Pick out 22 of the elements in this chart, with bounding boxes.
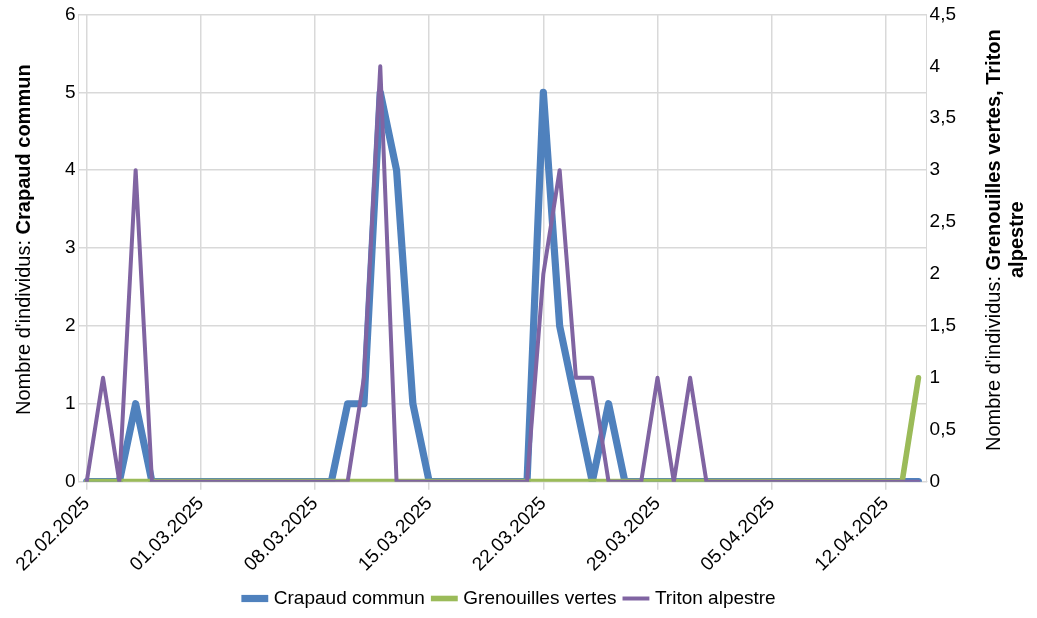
y-tick-label: 5 bbox=[64, 80, 76, 102]
y-tick-label: 2 bbox=[64, 314, 76, 336]
y-axis-title: Nombre d'individus: Crapaud commun bbox=[12, 63, 35, 418]
legend-label: Triton alpestre bbox=[654, 586, 776, 608]
legend-label: Crapaud commun bbox=[273, 586, 425, 608]
y-tick-label: 4 bbox=[64, 158, 76, 180]
y2-tick-label: 2,5 bbox=[929, 210, 957, 232]
y2-tick-label: 0,5 bbox=[929, 417, 957, 439]
y2-tick-label: 4,5 bbox=[929, 2, 957, 24]
y2-tick-label: 0 bbox=[929, 469, 941, 491]
y2-tick-label: 1,5 bbox=[929, 314, 957, 336]
y-tick-label: 6 bbox=[64, 2, 76, 24]
y2-tick-label: 3 bbox=[929, 158, 941, 180]
y2-tick-label: 4 bbox=[929, 54, 941, 76]
y-tick-label: 1 bbox=[64, 392, 76, 413]
legend-label: Grenouilles vertes bbox=[463, 586, 617, 608]
y2-tick-label: 3,5 bbox=[929, 106, 957, 128]
y2-tick-label: 2 bbox=[929, 262, 941, 284]
y-tick-label: 3 bbox=[64, 236, 76, 258]
y2-tick-label: 1 bbox=[929, 366, 941, 388]
y-tick-label: 0 bbox=[64, 469, 76, 491]
y2-axis-title: Nombre d'individus: Grenouilles vertes, Triton alpestre bbox=[982, 28, 1028, 453]
